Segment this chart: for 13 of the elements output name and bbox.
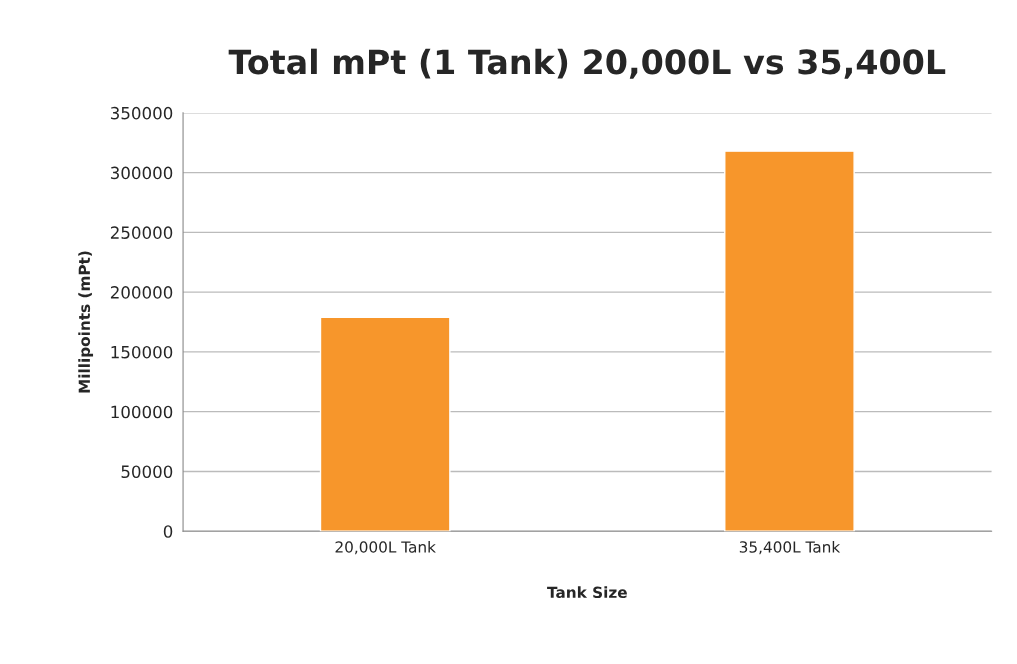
y-tick-label: 50000 [121,465,173,479]
y-tick-label: 350000 [110,106,173,120]
y-axis-title: Millipoints (mPt) [78,251,94,393]
y-tick-label: 150000 [111,345,173,359]
y-tick-label: 250000 [110,226,173,239]
chart-title: Total mPt (1 Tank) 20,000L vs 35,400L [228,48,946,79]
y-tick-label: 100000 [111,405,173,419]
x-axis-title: Tank Size [547,586,627,599]
y-tick-label: 0 [163,525,173,538]
y-tick-label: 300000 [110,166,173,180]
x-tick-label: 35,400L Tank [739,540,841,555]
x-tick-label: 20,000L Tank [335,540,436,555]
y-tick-label: 200000 [110,286,173,299]
